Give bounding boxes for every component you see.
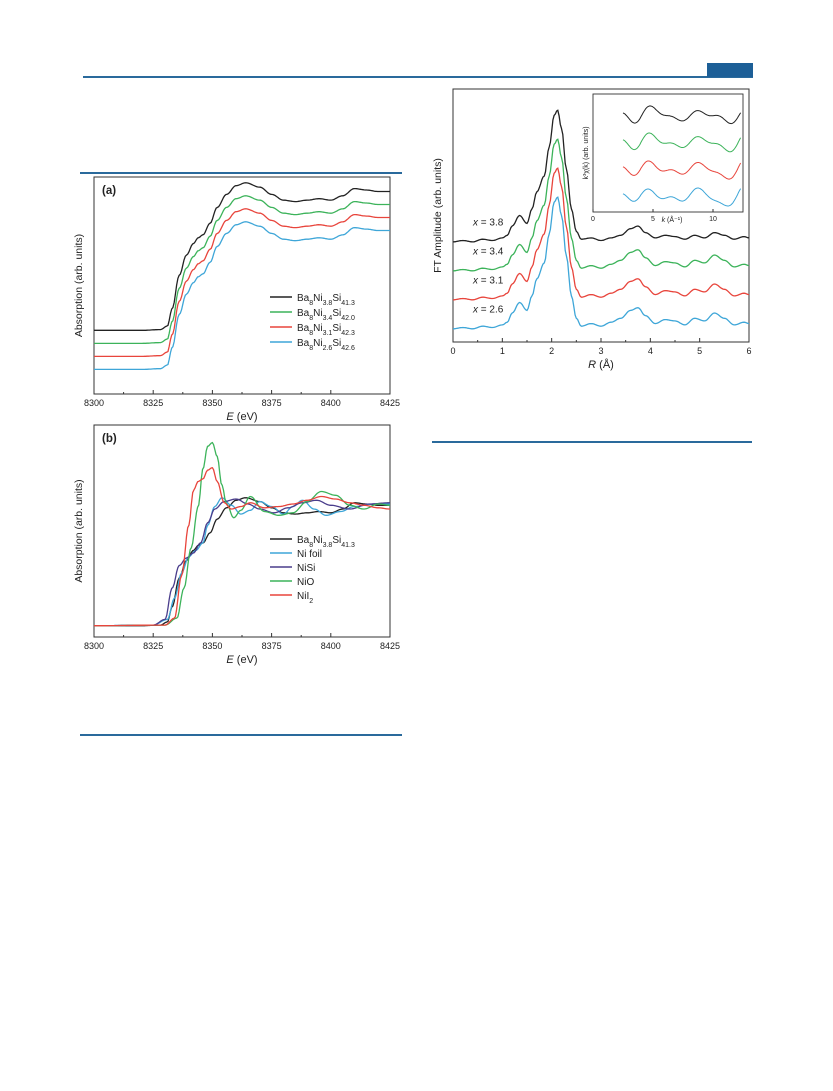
inset-x-tick-label: 0 [591, 216, 595, 223]
x-tick-label: 8425 [380, 398, 400, 408]
inset-x-axis-label: k (Å⁻¹) [662, 215, 683, 224]
x-tick-label: 8300 [84, 398, 104, 408]
series-label-2: x = 3.1 [472, 276, 504, 287]
inset-x-tick-label: 5 [651, 216, 655, 223]
inset-wave-1 [622, 132, 742, 153]
inset-frame [592, 93, 744, 213]
x-tick-label: 8375 [262, 641, 282, 651]
series-label-3: x = 2.6 [472, 305, 504, 316]
section-rule-right [432, 441, 752, 443]
series-line-1 [94, 195, 390, 345]
x-tick-label: 8400 [321, 641, 341, 651]
panel-label: (a) [102, 185, 116, 197]
x-tick-label: 2 [549, 346, 554, 356]
series-line-1 [453, 138, 750, 272]
x-tick-label: 8350 [202, 641, 222, 651]
x-axis-label: E (eV) [226, 654, 257, 666]
inset-chart: 0 5 10 k (Å⁻¹) k³χ(k) (arb. units) [583, 93, 744, 224]
x-axis-label: R (Å) [588, 358, 614, 371]
x-tick-label: 8325 [143, 398, 163, 408]
y-axis-label: Absorption (arb. units) [73, 234, 85, 337]
legend-entry: NiI2 [297, 591, 313, 605]
legend-entry: NiO [297, 577, 314, 588]
x-tick-label: 8400 [321, 398, 341, 408]
x-axis-label: E (eV) [226, 411, 257, 423]
x-tick-label: 0 [450, 346, 455, 356]
x-tick-label: 5 [697, 346, 702, 356]
y-axis-label: Absorption (arb. units) [73, 479, 85, 582]
legend-entry: Ba8Ni3.8Si41.3 [297, 535, 355, 549]
legend-entry: Ba8Ni2.6Si42.6 [297, 338, 355, 352]
series-line-3 [453, 196, 750, 330]
series-line-0 [452, 109, 750, 243]
x-tick-label: 3 [598, 346, 603, 356]
legend-entry: Ba8Ni3.1Si42.3 [297, 323, 355, 337]
section-rule-left-top [80, 172, 402, 174]
x-tick-label: 8300 [84, 641, 104, 651]
legend-entry: Ba8Ni3.4Si42.0 [297, 308, 355, 322]
legend-entry: NiSi [297, 563, 315, 574]
legend-entry: Ba8Ni3.8Si41.3 [297, 293, 355, 307]
legend-entry: Ni foil [297, 549, 322, 560]
chart-panel-2: 0 1 2 3 4 5 6 R (Å) FT Amplitude (arb. units) x =… [432, 88, 752, 371]
chart-panel-0: 8300 8325 8350 8375 8400 8425 E (eV) Absorption… [73, 176, 400, 423]
series-line-3 [94, 441, 390, 627]
x-tick-label: 8425 [380, 641, 400, 651]
x-tick-label: 8350 [202, 398, 222, 408]
inset-x-tick-label: 10 [709, 216, 717, 223]
inset-wave-0 [622, 105, 742, 125]
x-tick-label: 8325 [143, 641, 163, 651]
inset-y-axis-label: k³χ(k) (arb. units) [583, 126, 590, 179]
x-tick-label: 1 [500, 346, 505, 356]
plot-frame [93, 424, 391, 638]
series-line-0 [94, 497, 390, 627]
series-label-1: x = 3.4 [472, 247, 504, 258]
header-tab [707, 63, 753, 77]
series-line-1 [94, 497, 390, 627]
section-rule-left-bottom [80, 734, 402, 736]
header-rule [83, 76, 753, 78]
series-line-0 [94, 182, 390, 331]
series-line-2 [453, 167, 750, 301]
series-line-2 [94, 498, 390, 627]
x-tick-label: 4 [648, 346, 653, 356]
series-line-2 [94, 208, 390, 358]
x-tick-label: 8375 [262, 398, 282, 408]
inset-wave-3 [622, 187, 742, 207]
panel-label: (b) [102, 433, 117, 445]
y-axis-label: FT Amplitude (arb. units) [432, 158, 444, 273]
series-line-3 [94, 221, 390, 371]
series-line-4 [94, 466, 390, 627]
inset-wave-2 [622, 160, 742, 180]
series-label-0: x = 3.8 [472, 218, 504, 229]
chart-panel-1: 8300 8325 8350 8375 8400 8425 E (eV) Absorption… [73, 424, 400, 666]
x-tick-label: 6 [746, 346, 751, 356]
